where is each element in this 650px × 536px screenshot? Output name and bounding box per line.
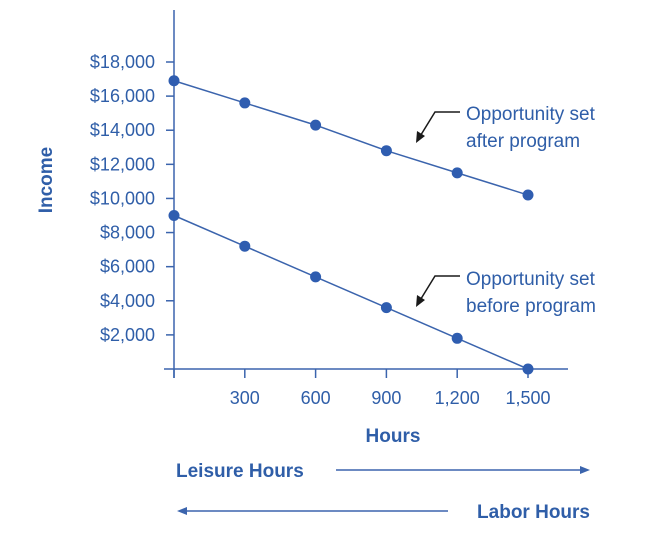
series-label: Opportunity set (466, 104, 596, 125)
y-tick-label: $18,000 (90, 52, 155, 72)
leisure-hours-label: Leisure Hours (176, 461, 304, 482)
callout-arrowhead (416, 131, 425, 143)
callout-arrow (418, 111, 460, 139)
data-point (239, 240, 251, 252)
data-point (522, 189, 534, 201)
y-tick-label: $6,000 (100, 257, 155, 277)
leisure-arrowhead (580, 466, 590, 474)
axes: $2,000 $4,000 $6,000 $8,000 $10,000 $12,000 $1… (90, 10, 568, 408)
series-label: after program (466, 131, 580, 152)
x-tick-label: 600 (301, 388, 331, 408)
series-before-program: Opportunity set before program (168, 210, 596, 375)
x-tick-label: 1,200 (435, 388, 480, 408)
data-point (451, 167, 463, 179)
x-tick-label: 300 (230, 388, 260, 408)
y-tick-label: $14,000 (90, 120, 155, 140)
x-axis-label: Hours (366, 426, 421, 447)
y-tick-label: $8,000 (100, 223, 155, 243)
series-line (173, 214, 529, 370)
x-tick-label: 900 (371, 388, 401, 408)
data-point (168, 210, 180, 221)
y-tick-label: $10,000 (90, 188, 155, 208)
data-point (522, 363, 534, 375)
series-line (173, 80, 529, 196)
series-label: before program (466, 296, 596, 317)
data-point (310, 271, 322, 283)
callout-arrow (418, 275, 460, 303)
y-axis-label: Income (36, 147, 57, 214)
data-point (451, 332, 463, 344)
y-tick-label: $2,000 (100, 325, 155, 345)
data-point (310, 119, 322, 131)
labor-arrowhead (177, 507, 187, 515)
y-tick-label: $4,000 (100, 291, 155, 311)
series-after-program: Opportunity set after program (168, 75, 596, 201)
y-tick-label: $12,000 (90, 154, 155, 174)
data-point (380, 302, 392, 314)
series-label: Opportunity set (466, 269, 596, 290)
y-tick-label: $16,000 (90, 86, 155, 106)
callout-arrowhead (416, 295, 425, 307)
x-tick-label: 1,500 (505, 388, 550, 408)
data-point (239, 97, 251, 109)
data-point (168, 75, 180, 87)
labor-hours-label: Labor Hours (477, 502, 590, 523)
data-point (380, 145, 392, 157)
